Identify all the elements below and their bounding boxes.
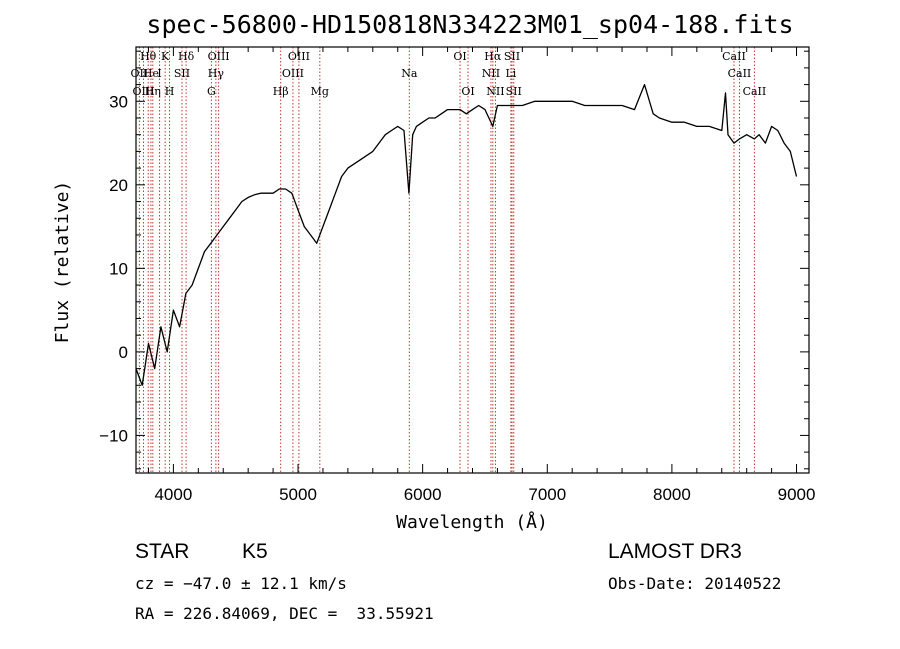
coordinates: RA = 226.84069, DEC = 33.55921 (135, 604, 434, 623)
y-tick-label: 20 (109, 176, 128, 195)
spectral-line-label: I (157, 67, 161, 80)
spectral-line-label: OI (461, 85, 474, 98)
spectral-line-label: Hδ (178, 50, 195, 63)
spectral-line-label: OI (453, 50, 466, 63)
y-tick-label: 30 (109, 92, 128, 111)
object-class: STAR (135, 540, 190, 563)
spectral-line-label: SII (174, 67, 190, 80)
spectral-line-label: CaII (722, 50, 746, 63)
axis-ticks: 4000 5000 6000 7000 8000 9000 −10 0 10 20 30 (99, 47, 815, 504)
x-tick-label: 7000 (528, 485, 566, 504)
spectral-line-label: OIII (282, 67, 304, 80)
spectral-line-label: OIII (132, 85, 154, 98)
spectral-line-label: CaII (728, 67, 752, 80)
x-axis-label: Wavelength (Å) (396, 511, 548, 533)
spectral-line-label: OIII (288, 50, 310, 63)
spectral-line-label: G (207, 85, 216, 98)
chart-title: spec-56800-HD150818N334223M01_sp04-188.f… (146, 10, 793, 39)
spectrum-line (135, 83, 798, 386)
spectral-line-label: OII (131, 67, 149, 80)
x-tick-label: 9000 (778, 485, 816, 504)
spectral-line-label: Hθ (140, 50, 157, 63)
spectral-line-label: CaII (743, 85, 767, 98)
y-tick-label: 0 (119, 343, 128, 362)
y-axis-label: Flux (relative) (52, 181, 73, 344)
spectral-line-label: NII (482, 67, 500, 80)
spectral-line-label: Mg (311, 85, 329, 98)
spectral-line-label: SII (506, 85, 522, 98)
spectral-line-label: He (143, 67, 159, 80)
x-tick-label: 8000 (653, 485, 691, 504)
spectral-line-label: Hη (145, 85, 161, 98)
spectral-line-label: Hα (484, 50, 502, 63)
observation-date: Obs-Date: 20140522 (608, 574, 782, 593)
object-subclass: K5 (242, 540, 268, 563)
x-tick-label: 5000 (279, 485, 317, 504)
survey-name: LAMOST DR3 (608, 540, 742, 563)
redshift-velocity: cz = −47.0 ± 12.1 km/s (135, 574, 347, 593)
spectral-line-label: SII (504, 50, 520, 63)
x-tick-label: 6000 (404, 485, 442, 504)
spectral-line-label: Hγ (208, 67, 225, 80)
spectral-line-label: K (161, 50, 170, 63)
y-tick-label: −10 (99, 426, 128, 445)
x-tick-label: 4000 (154, 485, 192, 504)
spectral-line-label: H (165, 85, 175, 98)
spectral-line-label: Hβ (273, 85, 289, 98)
spectral-line-label: OIII (208, 50, 230, 63)
spectrum-series (135, 83, 798, 386)
plot-frame (135, 46, 810, 474)
spectral-line-markers (138, 47, 755, 473)
y-tick-label: 10 (109, 259, 128, 278)
spectral-line-label: Na (401, 67, 418, 80)
spectral-line-label: NII (486, 85, 504, 98)
spectral-line-label: Li (505, 67, 516, 80)
